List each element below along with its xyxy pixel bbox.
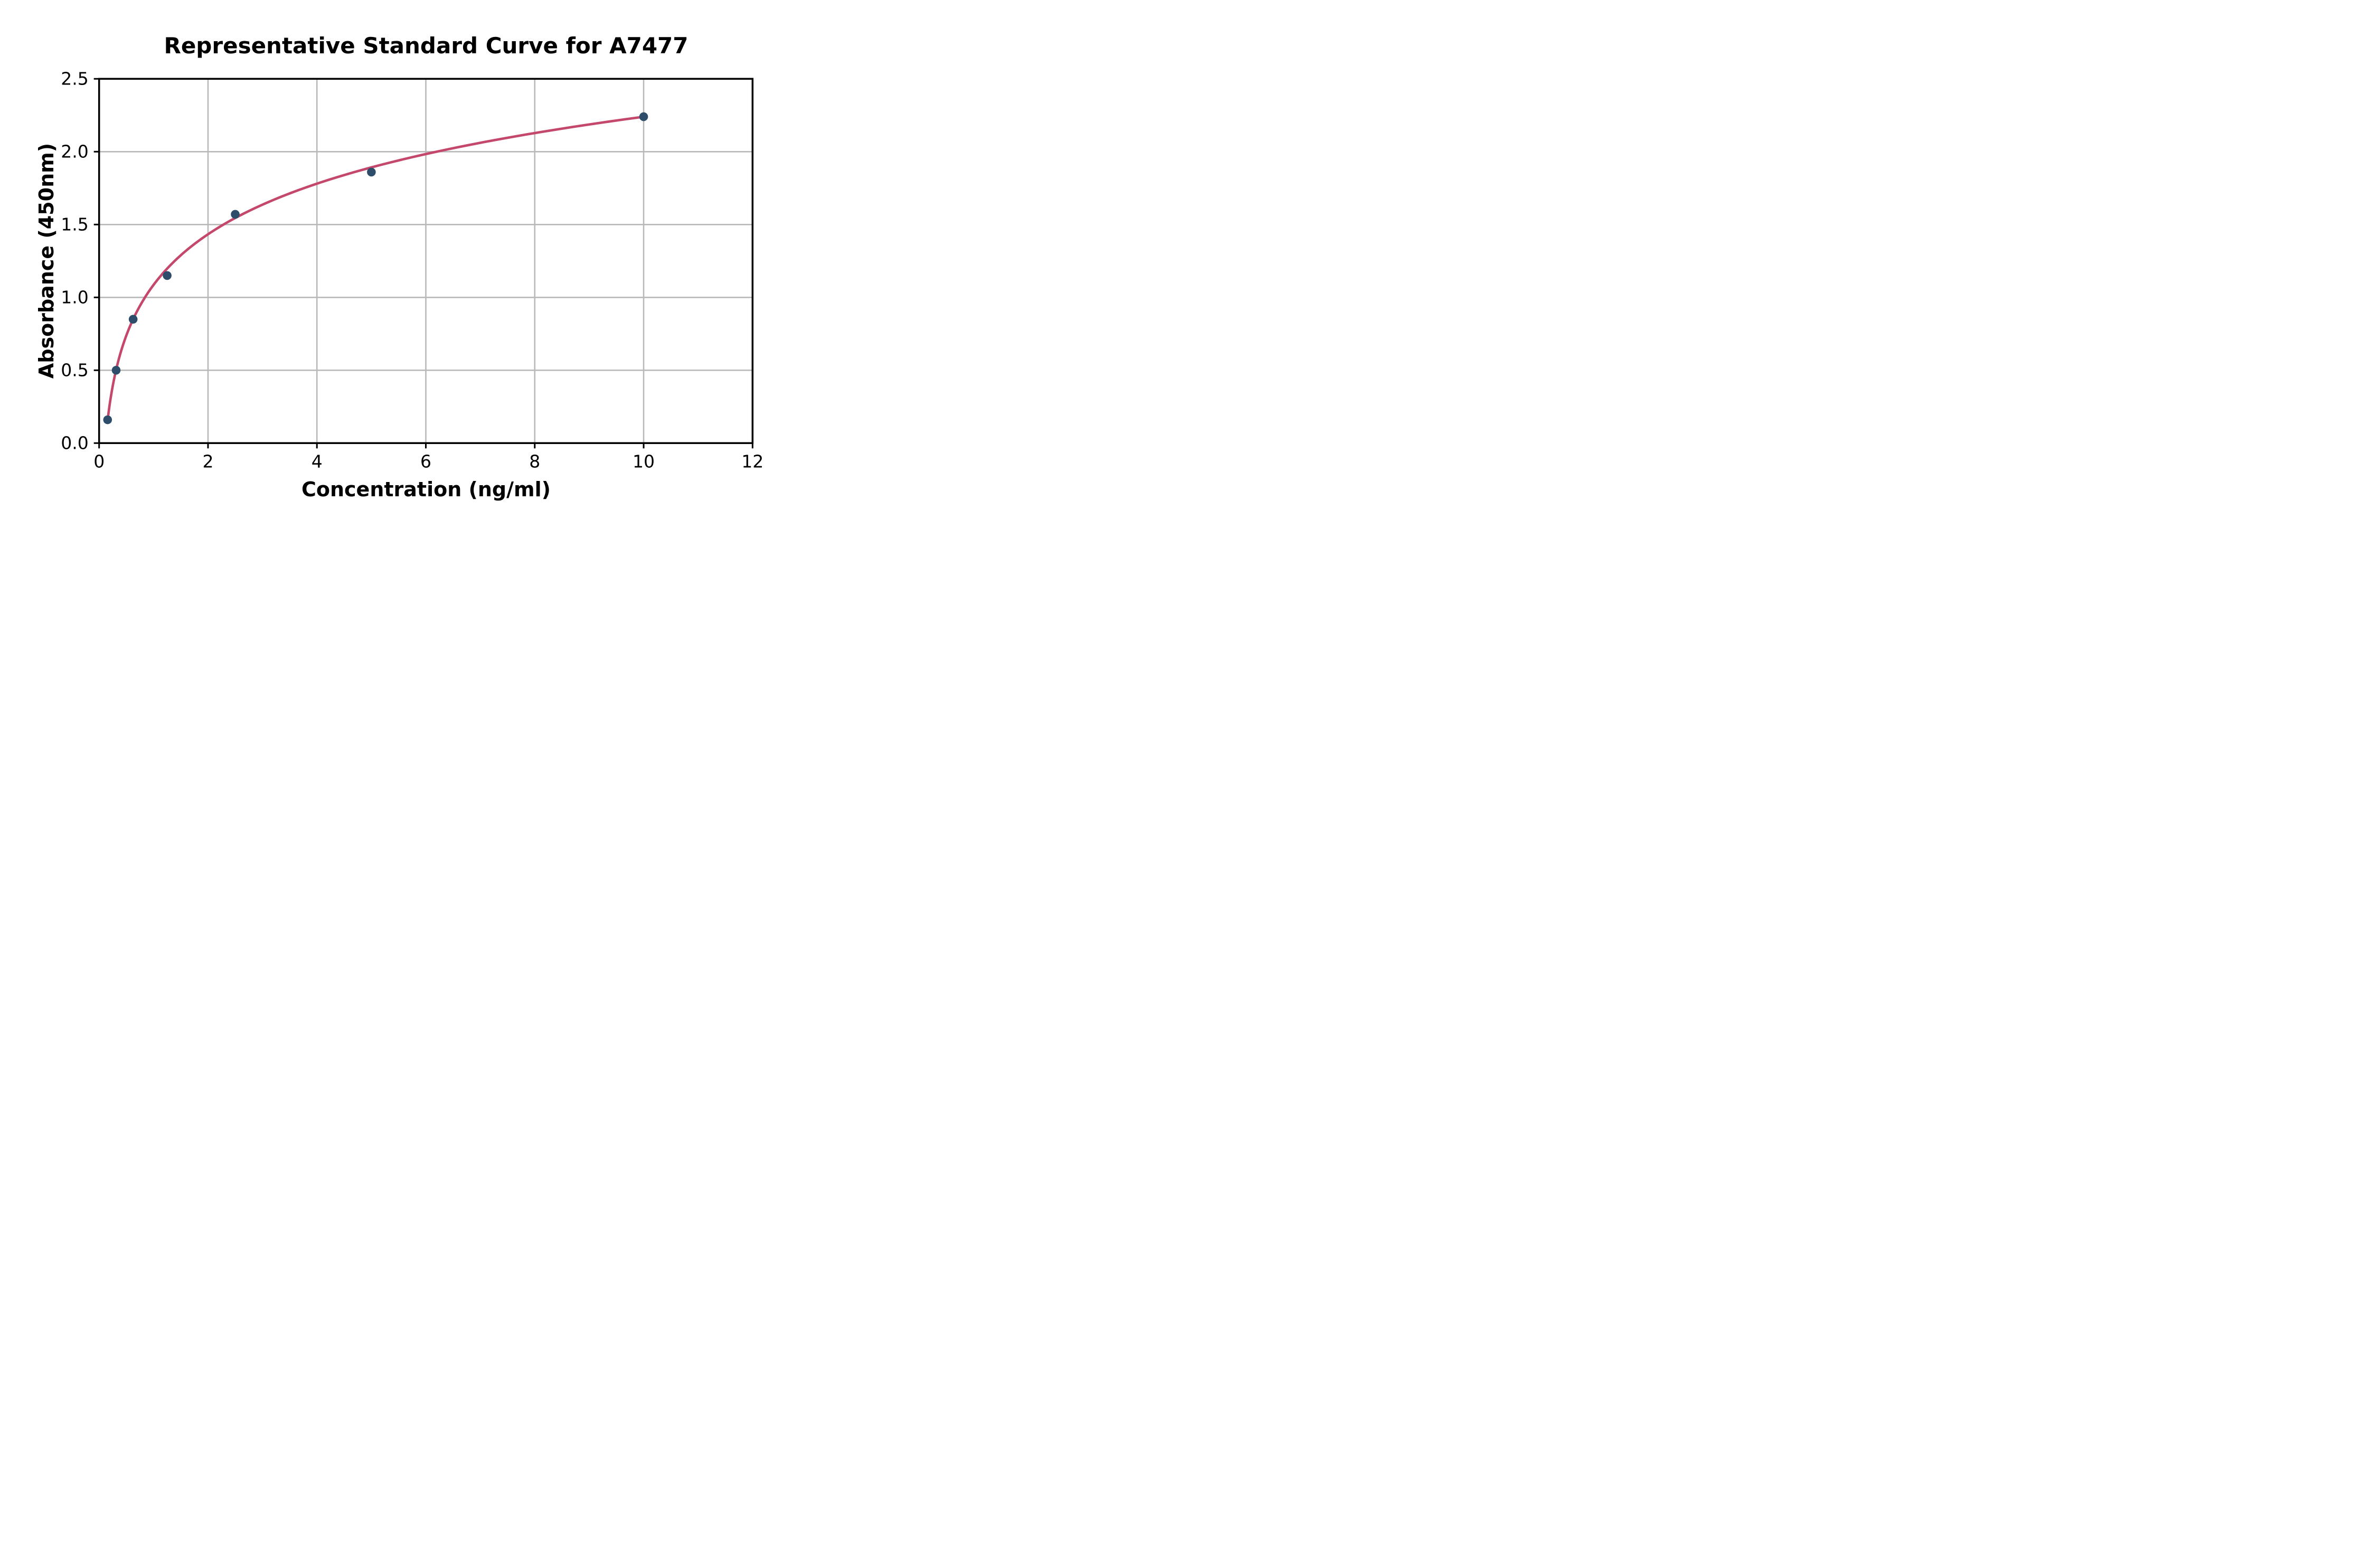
fit-curve <box>106 115 645 422</box>
data-point-2 <box>111 366 121 375</box>
x-tick-label-8: 8 <box>529 451 540 471</box>
data-point-5 <box>231 210 240 219</box>
x-axis-label: Concentration (ng/ml) <box>301 478 551 501</box>
data-point-4 <box>163 271 172 280</box>
y-tick-label-0.0: 0.0 <box>61 432 88 453</box>
y-axis-label: Absorbance (450nm) <box>35 143 58 379</box>
x-tick-label-12: 12 <box>741 451 763 471</box>
chart-title: Representative Standard Curve for A7477 <box>164 33 689 59</box>
x-tick-label-0: 0 <box>93 451 105 471</box>
y-tick-label-2.5: 2.5 <box>61 68 88 89</box>
x-tick-label-2: 2 <box>202 451 213 471</box>
data-point-7 <box>639 112 648 121</box>
plot-area: 0 2 4 6 8 10 12 0.0 0.5 1.0 1.5 2.0 2.5 <box>61 68 763 471</box>
y-tick-label-2.0: 2.0 <box>61 141 88 162</box>
y-tick-label-1.5: 1.5 <box>61 214 88 234</box>
x-tick-label-10: 10 <box>633 451 655 471</box>
x-tick-label-6: 6 <box>420 451 431 471</box>
y-tick-label-1.0: 1.0 <box>61 287 88 307</box>
y-tick-label-0.5: 0.5 <box>61 360 88 380</box>
x-tick-label-4: 4 <box>312 451 323 471</box>
standard-curve-figure: Representative Standard Curve for A7477 … <box>0 0 792 523</box>
data-point-6 <box>367 167 376 177</box>
data-point-3 <box>128 315 138 324</box>
data-point-1 <box>103 415 112 424</box>
